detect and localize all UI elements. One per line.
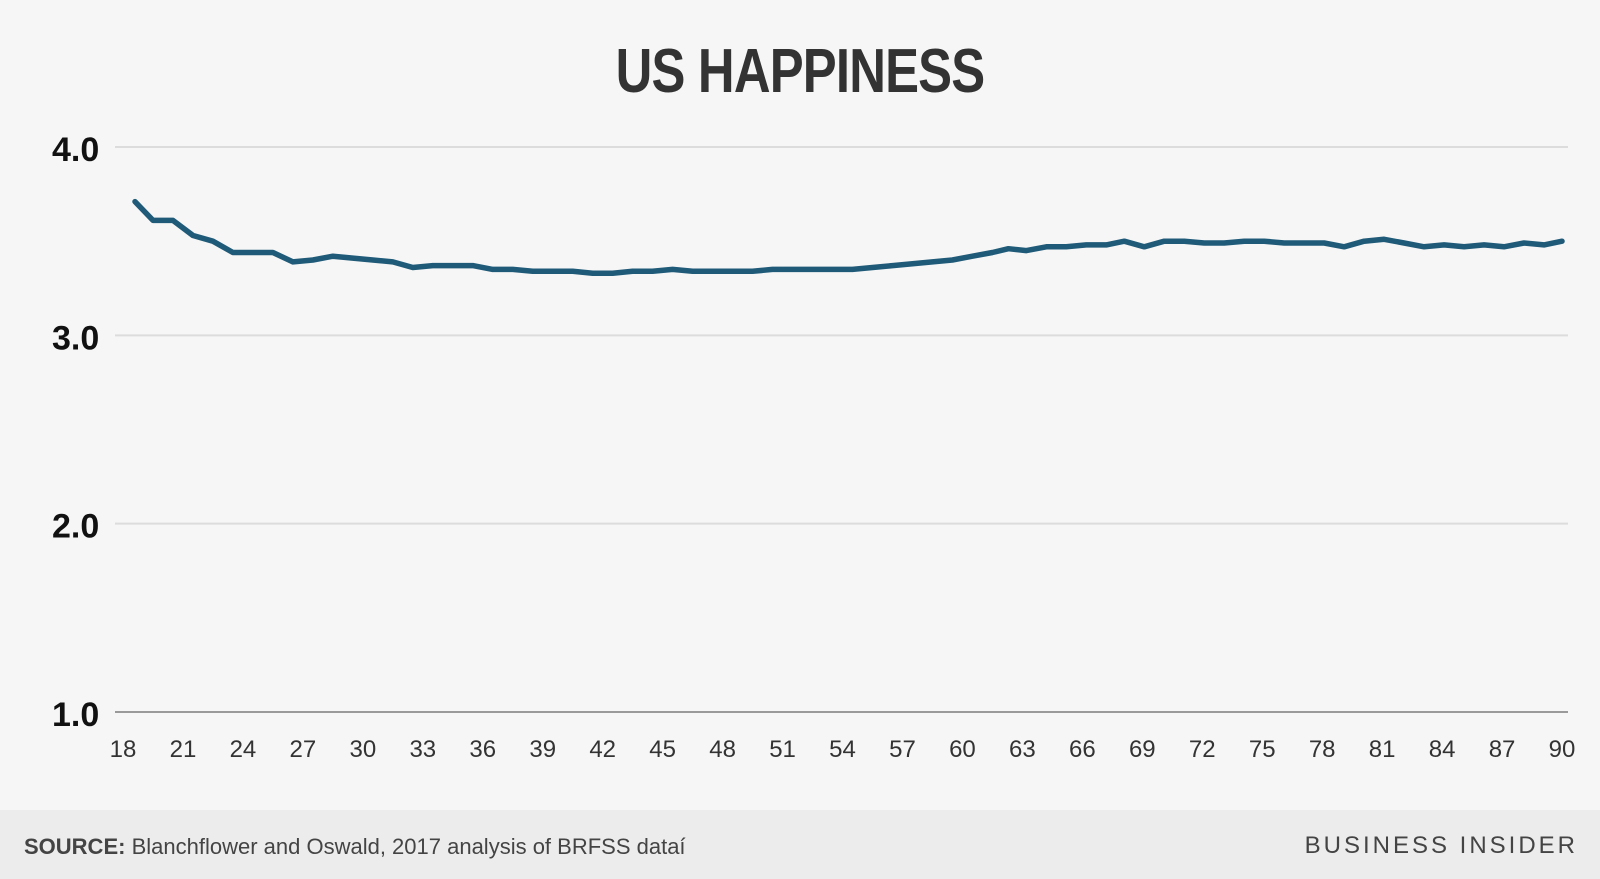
x-tick-label: 24 bbox=[230, 736, 257, 763]
x-tick-label: 51 bbox=[769, 736, 796, 763]
source-label: SOURCE: bbox=[24, 834, 126, 859]
source-text: Blanchflower and Oswald, 2017 analysis o… bbox=[131, 834, 686, 859]
x-tick-label: 87 bbox=[1489, 736, 1516, 763]
x-tick-label: 72 bbox=[1189, 736, 1216, 763]
x-tick-label: 63 bbox=[1009, 736, 1036, 763]
y-tick-label: 2.0 bbox=[52, 508, 99, 546]
y-tick-label: 3.0 bbox=[52, 319, 99, 357]
series-line bbox=[132, 198, 1565, 276]
x-tick-label: 69 bbox=[1129, 736, 1156, 763]
y-tick-label: 4.0 bbox=[52, 131, 99, 169]
x-tick-label: 39 bbox=[529, 736, 556, 763]
x-tick-label: 60 bbox=[949, 736, 976, 763]
x-tick-label: 27 bbox=[290, 736, 317, 763]
brand-logo: BUSINESS INSIDER bbox=[1304, 832, 1578, 859]
x-tick-label: 57 bbox=[889, 736, 916, 763]
x-tick-label: 66 bbox=[1069, 736, 1096, 763]
x-tick-label: 45 bbox=[649, 736, 676, 763]
source-note: SOURCE: Blanchflower and Oswald, 2017 an… bbox=[24, 834, 686, 860]
x-tick-label: 78 bbox=[1309, 736, 1336, 763]
x-tick-label: 90 bbox=[1549, 736, 1576, 763]
y-tick-label: 1.0 bbox=[52, 696, 99, 734]
x-tick-label: 54 bbox=[829, 736, 856, 763]
x-tick-label: 18 bbox=[110, 736, 137, 763]
x-tick-label: 33 bbox=[409, 736, 436, 763]
line-chart: 1.0 2.0 3.0 4.0 18 21 24 27 30 33 36 39 42 45 48 51 54 57… bbox=[52, 131, 1576, 763]
x-tick-label: 42 bbox=[589, 736, 616, 763]
x-tick-label: 36 bbox=[469, 736, 496, 763]
x-tick-label: 81 bbox=[1369, 736, 1396, 763]
x-tick-label: 75 bbox=[1249, 736, 1276, 763]
x-tick-label: 84 bbox=[1429, 736, 1456, 763]
x-tick-label: 21 bbox=[170, 736, 197, 763]
footer: SOURCE: Blanchflower and Oswald, 2017 an… bbox=[0, 810, 1600, 879]
chart-title: US HAPPINESS bbox=[615, 37, 986, 106]
x-tick-label: 30 bbox=[349, 736, 376, 763]
x-tick-label: 48 bbox=[709, 736, 736, 763]
